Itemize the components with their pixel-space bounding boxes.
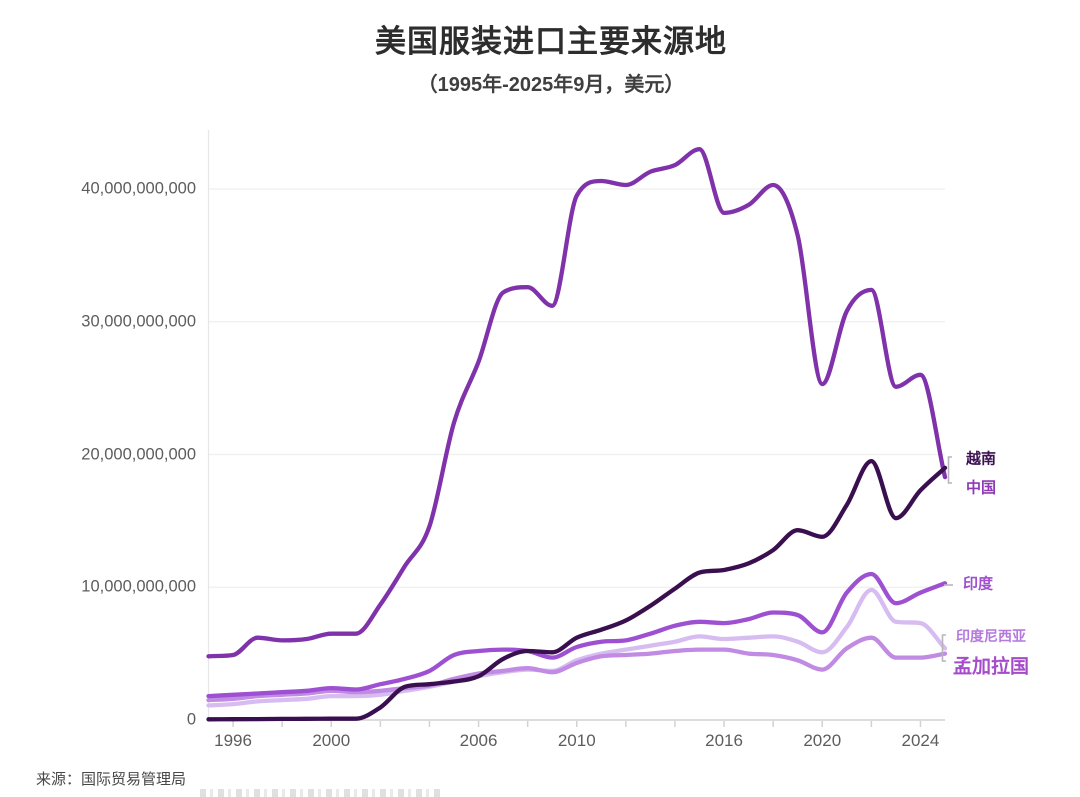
x-axis-label-2010: 2010 [557,731,596,750]
y-axis-label-30b: 30,000,000,000 [81,312,196,331]
end-bracket-indonesia-bangladesh [941,634,946,662]
chart-subtitle: （1995年-2025年9月，美元） [417,74,685,96]
end-label-bangladesh: 孟加拉国 [953,656,1030,678]
series-line-vietnam [206,458,948,722]
end-label-vietnam: 越南 [966,450,997,468]
series-line-bangladesh [206,635,948,703]
end-label-china: 中国 [966,479,997,497]
end-bracket-vietnam-china [947,456,952,484]
x-axis-label-2006: 2006 [459,731,498,750]
series-line-india [206,571,948,699]
x-axis-label-2000: 2000 [312,731,351,750]
x-axis-label-1996: 1996 [214,731,252,750]
y-axis-label-20b: 20,000,000,000 [81,445,196,463]
x-axis-label-2024: 2024 [901,731,940,750]
y-axis-label-0b: 0 [186,710,196,729]
chart-title: 美国服装进口主要来源地 [375,24,727,59]
source-note: 来源：国际贸易管理局 [36,771,187,788]
x-axis-label-2020: 2020 [803,731,842,750]
end-label-indonesia: 印度尼西亚 [956,628,1026,644]
y-axis-label-10b: 10,000,000,000 [81,577,196,596]
watermark-strip [200,789,440,797]
x-axis-label-2016: 2016 [705,731,743,750]
y-axis-label-40b: 40,000,000,000 [81,179,196,198]
end-label-india: 印度 [963,575,994,593]
series-line-china [206,147,948,659]
series-line-indonesia [206,587,948,708]
